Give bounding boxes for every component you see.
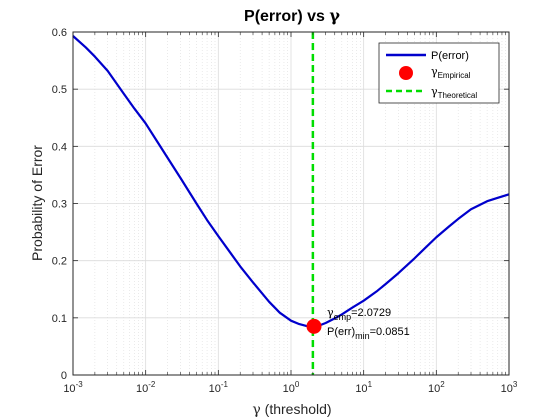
x-tick-exponent: 1 bbox=[368, 380, 373, 389]
legend-swatch-marker bbox=[399, 66, 413, 80]
x-tick-base: 10 bbox=[501, 383, 513, 395]
x-tick-label: 103 bbox=[501, 380, 518, 395]
y-tick-label: 0.1 bbox=[52, 313, 67, 325]
x-tick-label: 10-2 bbox=[136, 380, 156, 395]
y-tick-label: 0.4 bbox=[52, 141, 67, 153]
legend-label-curve: P(error) bbox=[431, 50, 469, 62]
x-tick-exponent: 2 bbox=[440, 380, 445, 389]
x-tick-base: 10 bbox=[428, 383, 440, 395]
x-tick-label: 10-3 bbox=[63, 380, 83, 395]
chart-title: P(error) vs γ bbox=[244, 6, 340, 25]
legend-label-threshold: γTheoretical bbox=[431, 85, 477, 100]
x-tick-label: 10-1 bbox=[209, 380, 229, 395]
x-tick-exponent: -2 bbox=[148, 380, 156, 389]
x-tick-exponent: 0 bbox=[295, 380, 300, 389]
x-tick-base: 10 bbox=[209, 383, 221, 395]
x-tick-label: 102 bbox=[428, 380, 445, 395]
x-axis-label: γ (threshold) bbox=[252, 401, 331, 418]
marker-layer bbox=[306, 318, 322, 334]
y-tick-label: 0 bbox=[61, 370, 67, 382]
x-tick-exponent: 3 bbox=[513, 380, 518, 389]
annotation-gamma-emp: γemp=2.0729 bbox=[327, 306, 391, 322]
x-tick-label: 100 bbox=[283, 380, 300, 395]
x-tick-base: 10 bbox=[136, 383, 148, 395]
y-tick-label: 0.5 bbox=[52, 84, 67, 96]
series-line-p-error bbox=[72, 35, 510, 328]
legend: P(error) γEmpirical γTheoretical bbox=[378, 42, 500, 104]
annotation: γemp=2.0729 P(err)min=0.0851 bbox=[327, 306, 410, 341]
x-tick-exponent: -1 bbox=[221, 380, 229, 389]
x-tick-base: 10 bbox=[63, 383, 75, 395]
curve-layer bbox=[72, 35, 510, 328]
x-tick-base: 10 bbox=[283, 383, 295, 395]
x-tick-label: 101 bbox=[355, 380, 372, 395]
y-tick-labels: 0 0.1 0.2 0.3 0.4 0.5 0.6 bbox=[52, 27, 67, 382]
annotation-perr-min: P(err)min=0.0851 bbox=[327, 326, 410, 341]
y-tick-label: 0.2 bbox=[52, 256, 67, 268]
y-axis-label: Probability of Error bbox=[29, 145, 45, 261]
tick-marks bbox=[72, 31, 510, 376]
y-tick-label: 0.6 bbox=[52, 27, 67, 39]
x-tick-base: 10 bbox=[355, 383, 367, 395]
legend-label-marker: γEmpirical bbox=[431, 65, 471, 80]
gamma-empirical-marker bbox=[306, 318, 322, 334]
y-tick-label: 0.3 bbox=[52, 199, 67, 211]
x-tick-exponent: -3 bbox=[76, 380, 84, 389]
x-tick-labels: 10-3 10-2 10-1 100 101 102 103 bbox=[63, 380, 518, 395]
